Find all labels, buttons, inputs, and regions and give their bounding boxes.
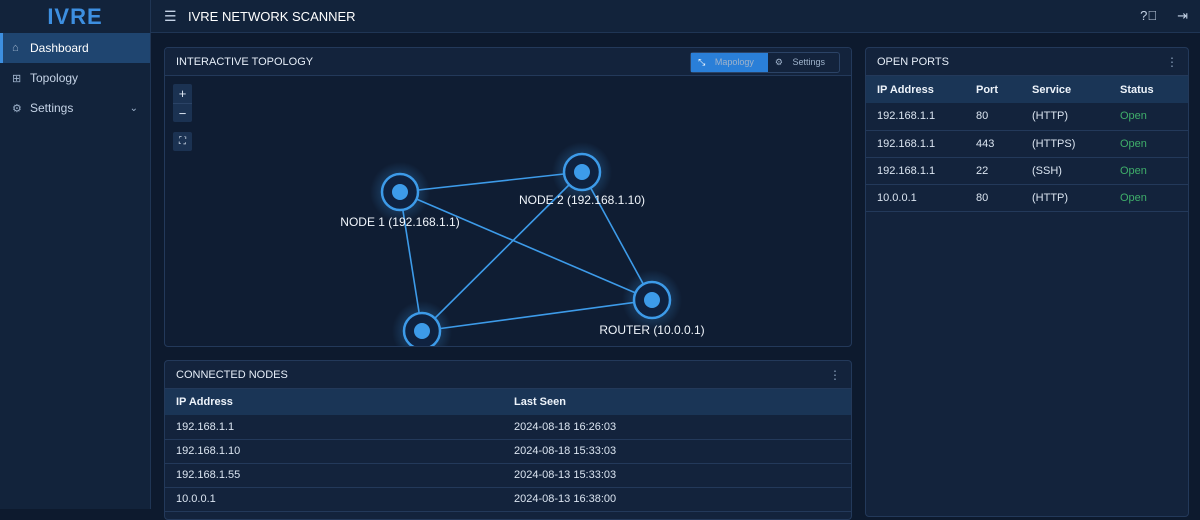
topology-graph[interactable]: NODE 1 (192.168.1.1) NODE 2 (192.168.1.10… — [165, 76, 852, 347]
open-ports-panel: OPEN PORTS ⋮ IP Address Port Service Status … — [865, 47, 1189, 517]
column-header[interactable]: Port — [965, 76, 1021, 103]
mapology-button[interactable]: ⤡ Mapology — [691, 53, 768, 72]
ip-cell: 192.168.1.10 — [165, 439, 503, 464]
hamburger-menu-icon[interactable]: ☰ — [164, 7, 177, 24]
zoom-out-button[interactable]: − — [173, 103, 192, 122]
panel-title: OPEN PORTS — [877, 55, 949, 68]
connected-nodes-panel: CONNECTED NODES ⋮ IP Address Last Seen 192… — [164, 360, 852, 520]
node-label: ROUTER (10.0.0.1) — [599, 323, 704, 337]
service-cell: (HTTP) — [1021, 184, 1109, 212]
panel-title: CONNECTED NODES — [176, 368, 288, 381]
ip-cell: 192.168.1.55 — [165, 463, 503, 488]
column-header[interactable]: Status — [1109, 76, 1188, 103]
column-header[interactable]: Service — [1021, 76, 1109, 103]
column-header[interactable]: Last Seen — [503, 389, 851, 415]
table-row[interactable]: 192.168.1.10 2024-08-18 15:33:03 — [165, 439, 851, 464]
status-cell: Open — [1109, 130, 1188, 158]
port-cell: 22 — [965, 157, 1021, 185]
ip-cell: 192.168.1.1 — [866, 130, 965, 158]
settings-label: Settings — [792, 57, 825, 67]
table-row[interactable]: 192.168.1.1 80 (HTTP) Open — [866, 103, 1188, 131]
topology-panel: INTERACTIVE TOPOLOGY ⤡ Mapology ⚙ Settin… — [164, 47, 852, 347]
table-row[interactable]: 192.168.1.55 2024-08-13 15:33:03 — [165, 463, 851, 488]
service-cell: (HTTPS) — [1021, 130, 1109, 158]
table-row[interactable]: 10.0.0.1 80 (HTTP) Open — [866, 184, 1188, 212]
table-row[interactable]: 192.168.1.1 2024-08-18 16:26:03 — [165, 415, 851, 440]
table-row[interactable]: 192.168.1.1 443 (HTTPS) Open — [866, 130, 1188, 158]
mapology-label: Mapology — [714, 57, 754, 67]
connected-nodes-table: IP Address Last Seen 192.168.1.1 2024-08-1… — [165, 389, 851, 512]
column-header[interactable]: IP Address — [866, 76, 965, 103]
ip-cell: 192.168.1.1 — [866, 157, 965, 185]
node-label: NODE 1 (192.168.1.1) — [340, 215, 459, 229]
last-seen-cell: 2024-08-13 16:38:00 — [503, 487, 851, 512]
ip-cell: 10.0.0.1 — [165, 487, 503, 512]
open-ports-table: IP Address Port Service Status 192.168.1.1 8… — [866, 76, 1188, 212]
topology-edge — [421, 299, 653, 332]
ip-cell: 192.168.1.1 — [165, 415, 503, 440]
sidebar-item-topology[interactable]: ⊞ Topology — [0, 63, 150, 93]
port-cell: 80 — [965, 184, 1021, 212]
topology-node-n3[interactable]: NODE 3 (192.168.1.55) — [359, 301, 485, 347]
ip-cell: 192.168.1.1 — [866, 103, 965, 131]
last-seen-cell: 2024-08-18 15:33:03 — [503, 439, 851, 464]
home-icon: ⌂ — [12, 42, 19, 54]
topology-node-n2[interactable]: NODE 2 (192.168.1.10) — [519, 142, 645, 207]
topology-edge — [399, 171, 583, 193]
topology-node-n1[interactable]: NODE 1 (192.168.1.1) — [340, 162, 460, 229]
top-bar: ☰ IVRE NETWORK SCANNER ?⃝ ⇥ — [151, 0, 1200, 33]
fullscreen-icon[interactable]: ⛶ — [173, 132, 192, 151]
settings-button[interactable]: ⚙ Settings — [768, 53, 839, 72]
logo: IVRE — [47, 3, 103, 29]
logout-icon[interactable]: ⇥ — [1177, 8, 1188, 23]
view-toggle: ⤡ Mapology ⚙ Settings — [690, 52, 840, 73]
more-options-icon[interactable]: ⋮ — [1166, 54, 1178, 69]
sidebar-item-label: Dashboard — [30, 41, 89, 55]
status-cell: Open — [1109, 157, 1188, 185]
port-cell: 80 — [965, 103, 1021, 131]
topology-node-r[interactable]: ROUTER (10.0.0.1) — [599, 270, 705, 337]
topology-edge — [421, 171, 583, 332]
chevron-down-icon: ⌄ — [129, 102, 138, 114]
sidebar-item-settings[interactable]: ⚙ Settings ⌄ — [0, 93, 150, 123]
last-seen-cell: 2024-08-18 16:26:03 — [503, 415, 851, 440]
table-row[interactable]: 192.168.1.1 22 (SSH) Open — [866, 157, 1188, 185]
ip-cell: 10.0.0.1 — [866, 184, 965, 212]
status-cell: Open — [1109, 184, 1188, 212]
service-cell: (HTTP) — [1021, 103, 1109, 131]
zoom-controls: + − — [173, 84, 192, 122]
sidebar-item-dashboard[interactable]: ⌂ Dashboard — [0, 33, 150, 63]
page-title: IVRE NETWORK SCANNER — [188, 8, 356, 24]
node-label: NODE 2 (192.168.1.10) — [519, 193, 645, 207]
column-header[interactable]: IP Address — [165, 389, 503, 415]
port-cell: 443 — [965, 130, 1021, 158]
sitemap-icon: ⊞ — [12, 72, 22, 85]
last-seen-cell: 2024-08-13 15:33:03 — [503, 463, 851, 488]
gear-icon: ⚙ — [12, 102, 22, 115]
service-cell: (SSH) — [1021, 157, 1109, 185]
sidebar: IVRE ⌂ Dashboard ⊞ Topology ⚙ Settings ⌄ — [0, 0, 151, 509]
table-row[interactable]: 10.0.0.1 2024-08-13 16:38:00 — [165, 487, 851, 512]
topology-edge — [399, 191, 653, 301]
zoom-in-button[interactable]: + — [178, 86, 187, 101]
more-options-icon[interactable]: ⋮ — [829, 367, 841, 382]
sidebar-item-label: Topology — [30, 71, 79, 85]
status-cell: Open — [1109, 103, 1188, 131]
panel-title: INTERACTIVE TOPOLOGY — [176, 55, 314, 68]
help-icon[interactable]: ?⃝ — [1140, 8, 1158, 23]
sidebar-item-label: Settings — [30, 101, 74, 115]
